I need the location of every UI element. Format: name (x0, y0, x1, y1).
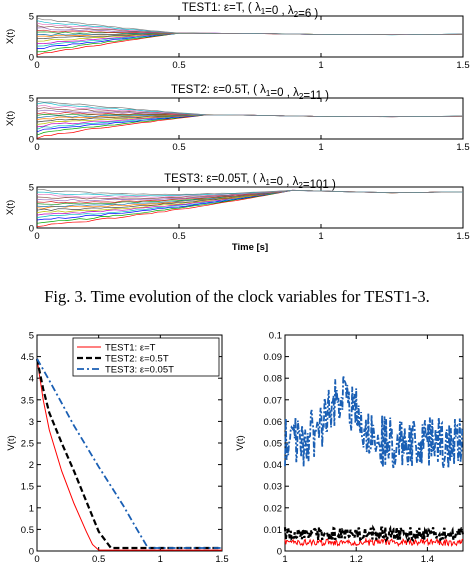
y-tick-label: 5 (29, 12, 34, 23)
y-tick-label: 0.02 (264, 503, 283, 514)
x-tick-label: 0 (34, 60, 39, 71)
y-tick-label: 0.1 (269, 331, 282, 342)
x-tick-label: 1.2 (350, 554, 363, 565)
series-line-3 (284, 375, 464, 469)
y-tick-label: 5 (29, 183, 34, 194)
series-line-3 (36, 358, 222, 549)
y-tick-label: 5 (29, 94, 34, 105)
series-line-1 (36, 358, 222, 551)
chart-v-zoom: 1 1.2 1.4 0 0.01 0.02 0.03 0.04 0.05 0.06 0.07 0.08… (235, 331, 465, 566)
y-tick-label: 2.5 (21, 439, 34, 450)
x-tick-label: 0.5 (92, 554, 105, 565)
y-tick-label: 1.5 (21, 482, 34, 493)
x-tick-label: 1 (318, 231, 323, 242)
x-tick-label: 1.4 (421, 554, 434, 565)
legend-label: TEST3: ε=0.05T (105, 365, 174, 376)
x-tick-label: 1.5 (456, 60, 469, 71)
y-axis-label: V(t) (6, 435, 17, 450)
x-tick-label: 1 (318, 60, 323, 71)
y-tick-label: 0 (277, 547, 282, 558)
x-tick-label: 0.5 (172, 60, 185, 71)
chart-title: TEST3: ε=0.05T, ( λ1=0 , λ2=101 ) (164, 173, 336, 191)
x-tick-label: 0 (34, 142, 39, 153)
y-tick-label: 0.05 (264, 439, 283, 450)
y-axis-label: V(t) (235, 435, 246, 450)
y-tick-label: 5 (29, 331, 34, 342)
series-line-2 (283, 524, 465, 544)
y-tick-label: 1 (29, 503, 34, 514)
chart-title: TEST1: ε=T, ( λ1=0 , λ2=6 ) (182, 2, 319, 20)
figure-caption: Fig. 3. Time evolution of the clock vari… (44, 287, 430, 306)
y-tick-label: 4 (29, 374, 34, 385)
x-axis-label: Time [s] (232, 242, 268, 253)
y-tick-label: 0.03 (264, 482, 283, 493)
y-tick-label: 0.06 (264, 417, 283, 428)
series-line-2 (35, 358, 222, 550)
x-tick-label: 0 (34, 231, 39, 242)
chart-test2: 0 0.5 1 1.5 0 5 X(t) TEST2: ε=0.5T, ( λ1=0 , λ2… (5, 84, 470, 153)
clock-trajectory-line (36, 189, 464, 195)
legend-label: TEST1: ε=T (105, 343, 156, 354)
x-tick-label: 0.5 (172, 231, 185, 242)
y-tick-label: 0 (29, 135, 34, 146)
clock-trajectory-line (36, 17, 464, 36)
x-tick-label: 1.5 (215, 554, 228, 565)
y-tick-label: 0 (29, 224, 34, 235)
x-tick-label: 1 (158, 554, 163, 565)
chart-test1: 0 0.5 1 1.5 0 5 X(t) TEST1: ε=T, ( λ1=0 , λ2=6 … (5, 2, 470, 71)
y-tick-label: 2 (29, 460, 34, 471)
y-tick-label: 4.5 (21, 352, 34, 363)
chart-test3: 0 0.5 1 1.5 0 5 X(t) Time [s] TEST3: ε=0.05T, ( … (5, 173, 470, 253)
series-line-1 (284, 537, 464, 548)
y-tick-label: 0.08 (264, 374, 283, 385)
y-tick-label: 0.5 (21, 525, 34, 536)
y-tick-label: 3 (29, 417, 34, 428)
x-tick-label: 1 (318, 142, 323, 153)
y-tick-label: 3.5 (21, 395, 34, 406)
chart-v-full: 00.511.500.511.522.533.544.55V(t)Time [s… (6, 331, 229, 566)
y-tick-label: 0.09 (264, 352, 283, 363)
clock-trajectory-line (36, 101, 464, 118)
y-axis-label: X(t) (5, 111, 16, 126)
y-tick-label: 0 (29, 547, 34, 558)
x-tick-label: 1.5 (456, 142, 469, 153)
y-tick-label: 0.01 (264, 525, 283, 536)
chart-title: TEST2: ε=0.5T, ( λ1=0 , λ2=11 ) (171, 84, 329, 102)
y-tick-label: 0.07 (264, 395, 283, 406)
y-axis-label: X(t) (5, 200, 16, 215)
y-tick-label: 0 (29, 53, 34, 64)
x-tick-label: 1.5 (456, 231, 469, 242)
x-tick-label: 0 (34, 554, 39, 565)
x-tick-label: 1 (282, 554, 287, 565)
plot-frame (36, 97, 464, 140)
y-tick-label: 0.04 (264, 460, 283, 471)
y-axis-label: X(t) (5, 29, 16, 44)
x-tick-label: 0.5 (172, 142, 185, 153)
legend-label: TEST2: ε=0.5T (105, 354, 169, 365)
